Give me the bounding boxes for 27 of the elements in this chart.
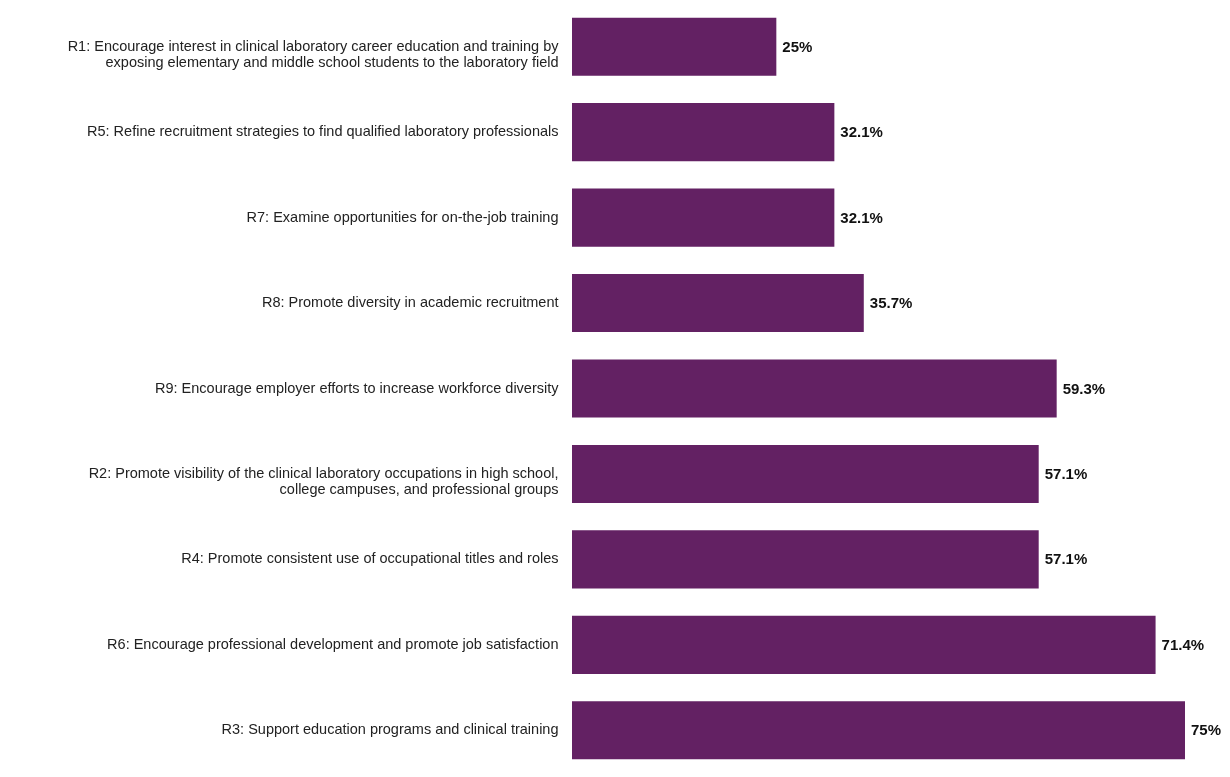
y-tick-label: R2: Promote visibility of the clinical laboratory occupations in high school, college campuses, and professional groups bbox=[88, 464, 559, 498]
bar bbox=[572, 17, 777, 76]
y-tick-label: R4: Promote consistent use of occupational titles and roles bbox=[181, 550, 559, 567]
data-label: 32.1% bbox=[840, 208, 883, 226]
data-label: 71.4% bbox=[1161, 635, 1205, 653]
bar bbox=[572, 615, 1156, 674]
data-label: 25% bbox=[782, 37, 813, 55]
y-tick-label: R3: Support education programs and clinical training bbox=[221, 721, 559, 738]
data-label: 57.1% bbox=[1044, 464, 1088, 482]
y-tick-label: R7: Examine opportunities for on-the-job training bbox=[246, 208, 559, 225]
bar bbox=[572, 274, 864, 333]
bar bbox=[572, 103, 835, 162]
y-tick-label: R8: Promote diversity in academic recruitment bbox=[261, 294, 559, 311]
bar bbox=[572, 188, 835, 247]
bar bbox=[572, 359, 1057, 418]
y-tick-label: R5: Refine recruitment strategies to find qualified laboratory professionals bbox=[87, 123, 559, 140]
data-label: 75% bbox=[1191, 721, 1222, 739]
data-label: 57.1% bbox=[1044, 550, 1088, 568]
data-label: 35.7% bbox=[869, 294, 913, 312]
bar bbox=[572, 701, 1185, 760]
y-tick-label: R9: Encourage employer efforts to increase workforce diversity bbox=[155, 379, 560, 396]
y-tick-label: R1: Encourage interest in clinical laboratory career education and training by exposing elementary and middle school students to the laboratory field bbox=[67, 37, 560, 71]
bar bbox=[572, 444, 1039, 503]
y-tick-label: R6: Encourage professional development and promote job satisfaction bbox=[107, 635, 559, 652]
data-label: 32.1% bbox=[840, 123, 883, 141]
bar bbox=[572, 530, 1039, 589]
data-label: 59.3% bbox=[1062, 379, 1106, 397]
